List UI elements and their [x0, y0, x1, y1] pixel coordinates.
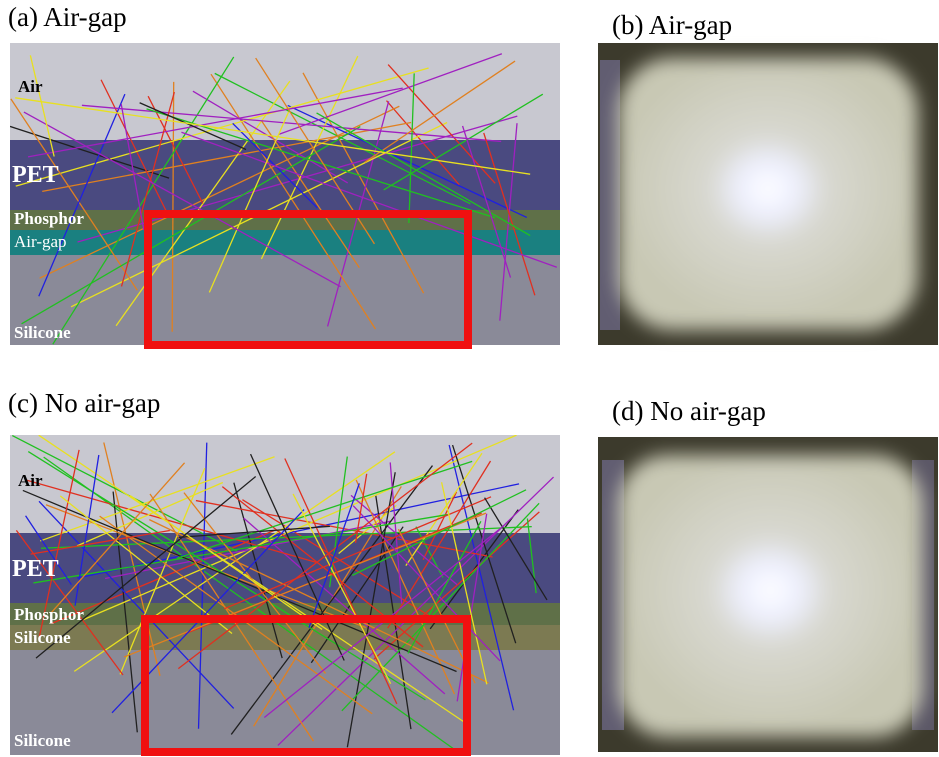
layer-label: Silicone	[14, 628, 71, 647]
simulation-a: Air PET Phosphor Air-gap Silicone	[10, 43, 560, 345]
layer-label: Air	[18, 471, 43, 490]
layer-label: Silicone	[14, 323, 71, 342]
caption: (a) Air-gap	[8, 2, 127, 32]
layer-label: Phosphor	[14, 605, 84, 624]
caption: (c) No air-gap	[8, 388, 160, 418]
simulation-c: Air PET Phosphor Silicone Silicone	[10, 435, 560, 755]
photo-d	[598, 437, 938, 752]
caption: (b) Air-gap	[612, 10, 732, 40]
caption: (d) No air-gap	[612, 396, 766, 426]
layer-label: Silicone	[14, 731, 71, 750]
layer-label: Phosphor	[14, 209, 84, 228]
layer-label: PET	[12, 556, 59, 582]
layer-label: Air	[18, 77, 43, 96]
figure: (a) Air-gap (b) Air-gap (c) No air-gap (…	[0, 0, 939, 757]
photo-b	[598, 43, 938, 345]
layer-label: PET	[12, 162, 59, 188]
layer-label: Air-gap	[14, 232, 67, 251]
